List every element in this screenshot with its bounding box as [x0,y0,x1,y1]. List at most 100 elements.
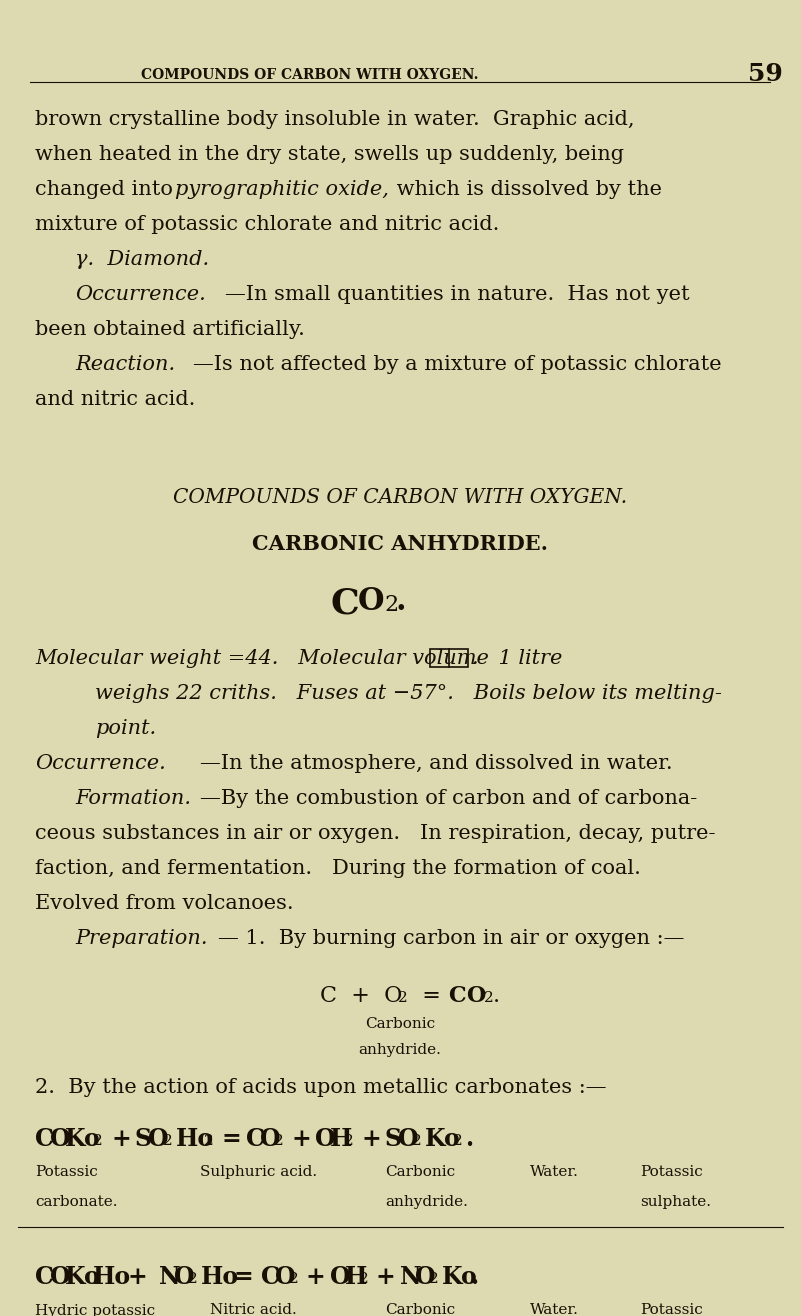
Text: .: . [396,586,407,617]
Text: 2: 2 [289,1273,299,1286]
Text: pyrographitic oxide,: pyrographitic oxide, [175,180,388,199]
Text: C  +  O: C + O [320,984,402,1007]
Text: +: + [291,1126,311,1150]
Text: +: + [127,1265,147,1288]
Text: Occurrence.: Occurrence. [75,286,206,304]
Text: brown crystalline body insoluble in water.  Graphic acid,: brown crystalline body insoluble in wate… [35,111,634,129]
Text: N: N [159,1265,180,1288]
Text: ceous substances in air or oxygen.   In respiration, decay, putre-: ceous substances in air or oxygen. In re… [35,824,715,844]
Text: sulphate.: sulphate. [640,1195,711,1209]
Text: —In the atmosphere, and dissolved in water.: —In the atmosphere, and dissolved in wat… [200,754,673,772]
Text: mixture of potassic chlorate and nitric acid.: mixture of potassic chlorate and nitric … [35,215,499,234]
Text: O: O [260,1126,280,1150]
Text: Water.: Water. [530,1304,579,1316]
Text: 59: 59 [748,62,783,86]
Text: Ho: Ho [201,1265,239,1288]
Text: Carbonic: Carbonic [365,1016,435,1030]
Text: Occurrence.: Occurrence. [35,754,166,772]
Text: C: C [246,1126,265,1150]
Text: H: H [345,1265,368,1288]
Text: O: O [330,1265,351,1288]
Text: 2: 2 [93,1134,103,1148]
Text: and nitric acid.: and nitric acid. [35,390,195,409]
Text: Ho: Ho [93,1265,131,1288]
Text: COMPOUNDS OF CARBON WITH OXYGEN.: COMPOUNDS OF CARBON WITH OXYGEN. [173,488,627,507]
Text: 2: 2 [359,1273,368,1286]
Text: .   1 litre: . 1 litre [472,649,562,669]
Text: Preparation.: Preparation. [75,929,207,948]
Text: Carbonic: Carbonic [385,1165,455,1179]
Text: =: = [233,1265,253,1288]
Text: Evolved from volcanoes.: Evolved from volcanoes. [35,894,294,913]
Text: —In small quantities in nature.  Has not yet: —In small quantities in nature. Has not … [225,286,690,304]
Text: C: C [261,1265,280,1288]
Text: .: . [470,1265,478,1288]
Text: +: + [361,1126,380,1150]
Text: 2: 2 [484,991,493,1005]
Text: CARBONIC ANHYDRIDE.: CARBONIC ANHYDRIDE. [252,533,548,554]
Text: carbonate.: carbonate. [35,1195,118,1209]
Text: which is dissolved by the: which is dissolved by the [390,180,662,199]
Text: C: C [330,586,359,620]
Text: faction, and fermentation.   During the formation of coal.: faction, and fermentation. During the fo… [35,859,641,878]
Text: 2.  By the action of acids upon metallic carbonates :—: 2. By the action of acids upon metallic … [35,1078,606,1096]
Text: Ho: Ho [176,1126,214,1150]
Text: N: N [400,1265,421,1288]
Text: S: S [385,1126,402,1150]
Text: H: H [330,1126,352,1150]
Text: O: O [275,1265,296,1288]
Text: — 1.  By burning carbon in air or oxygen :—: — 1. By burning carbon in air or oxygen … [218,929,684,948]
Text: 2: 2 [188,1273,198,1286]
Text: 2: 2 [204,1134,214,1148]
Text: 2: 2 [384,594,398,616]
Text: when heated in the dry state, swells up suddenly, being: when heated in the dry state, swells up … [35,145,624,164]
Text: C: C [35,1265,54,1288]
Text: +: + [306,1265,326,1288]
Text: —By the combustion of carbon and of carbona-: —By the combustion of carbon and of carb… [200,790,697,808]
Text: 2: 2 [429,1273,439,1286]
Text: O: O [50,1126,70,1150]
Text: O: O [50,1265,70,1288]
Text: Ko: Ko [65,1126,101,1150]
Text: Reaction.: Reaction. [75,355,175,374]
Text: Potassic: Potassic [35,1165,98,1179]
Text: O: O [358,586,384,617]
Text: Sulphuric acid.: Sulphuric acid. [200,1165,317,1179]
Text: Potassic: Potassic [640,1165,702,1179]
Text: O: O [174,1265,195,1288]
Text: Formation.: Formation. [75,790,191,808]
Text: COMPOUNDS OF CARBON WITH OXYGEN.: COMPOUNDS OF CARBON WITH OXYGEN. [141,68,479,82]
Text: O: O [398,1126,419,1150]
Text: O: O [466,984,485,1007]
Text: O: O [148,1126,169,1150]
Text: S: S [135,1126,152,1150]
Text: =: = [222,1126,242,1150]
Text: C: C [35,1126,54,1150]
Text: Water.: Water. [530,1165,579,1179]
Text: —Is not affected by a mixture of potassic chlorate: —Is not affected by a mixture of potassi… [193,355,722,374]
Text: C: C [448,984,465,1007]
Text: O: O [415,1265,436,1288]
Text: 2: 2 [344,1134,354,1148]
Text: Potassic: Potassic [640,1304,702,1316]
Text: 2: 2 [163,1134,173,1148]
Text: 2: 2 [412,1134,422,1148]
Text: Molecular weight =44.   Molecular volume: Molecular weight =44. Molecular volume [35,649,489,669]
Text: changed into: changed into [35,180,179,199]
Text: γ.  Diamond.: γ. Diamond. [75,250,209,268]
Text: point.: point. [95,719,156,738]
Text: 2: 2 [453,1134,463,1148]
Text: Ko: Ko [425,1126,461,1150]
Bar [430,649,468,667]
Text: anhydride.: anhydride. [359,1042,441,1057]
Text: Ko: Ko [442,1265,477,1288]
Text: 2: 2 [398,991,408,1005]
Text: Ko: Ko [65,1265,101,1288]
Text: weighs 22 criths.   Fuses at −57°.   Boils below its melting-: weighs 22 criths. Fuses at −57°. Boils b… [95,684,722,703]
Text: O: O [315,1126,336,1150]
Text: .: . [493,984,500,1007]
Text: +: + [111,1126,131,1150]
Text: .: . [465,1126,473,1150]
Text: anhydride.: anhydride. [385,1195,468,1209]
Text: +: + [376,1265,396,1288]
